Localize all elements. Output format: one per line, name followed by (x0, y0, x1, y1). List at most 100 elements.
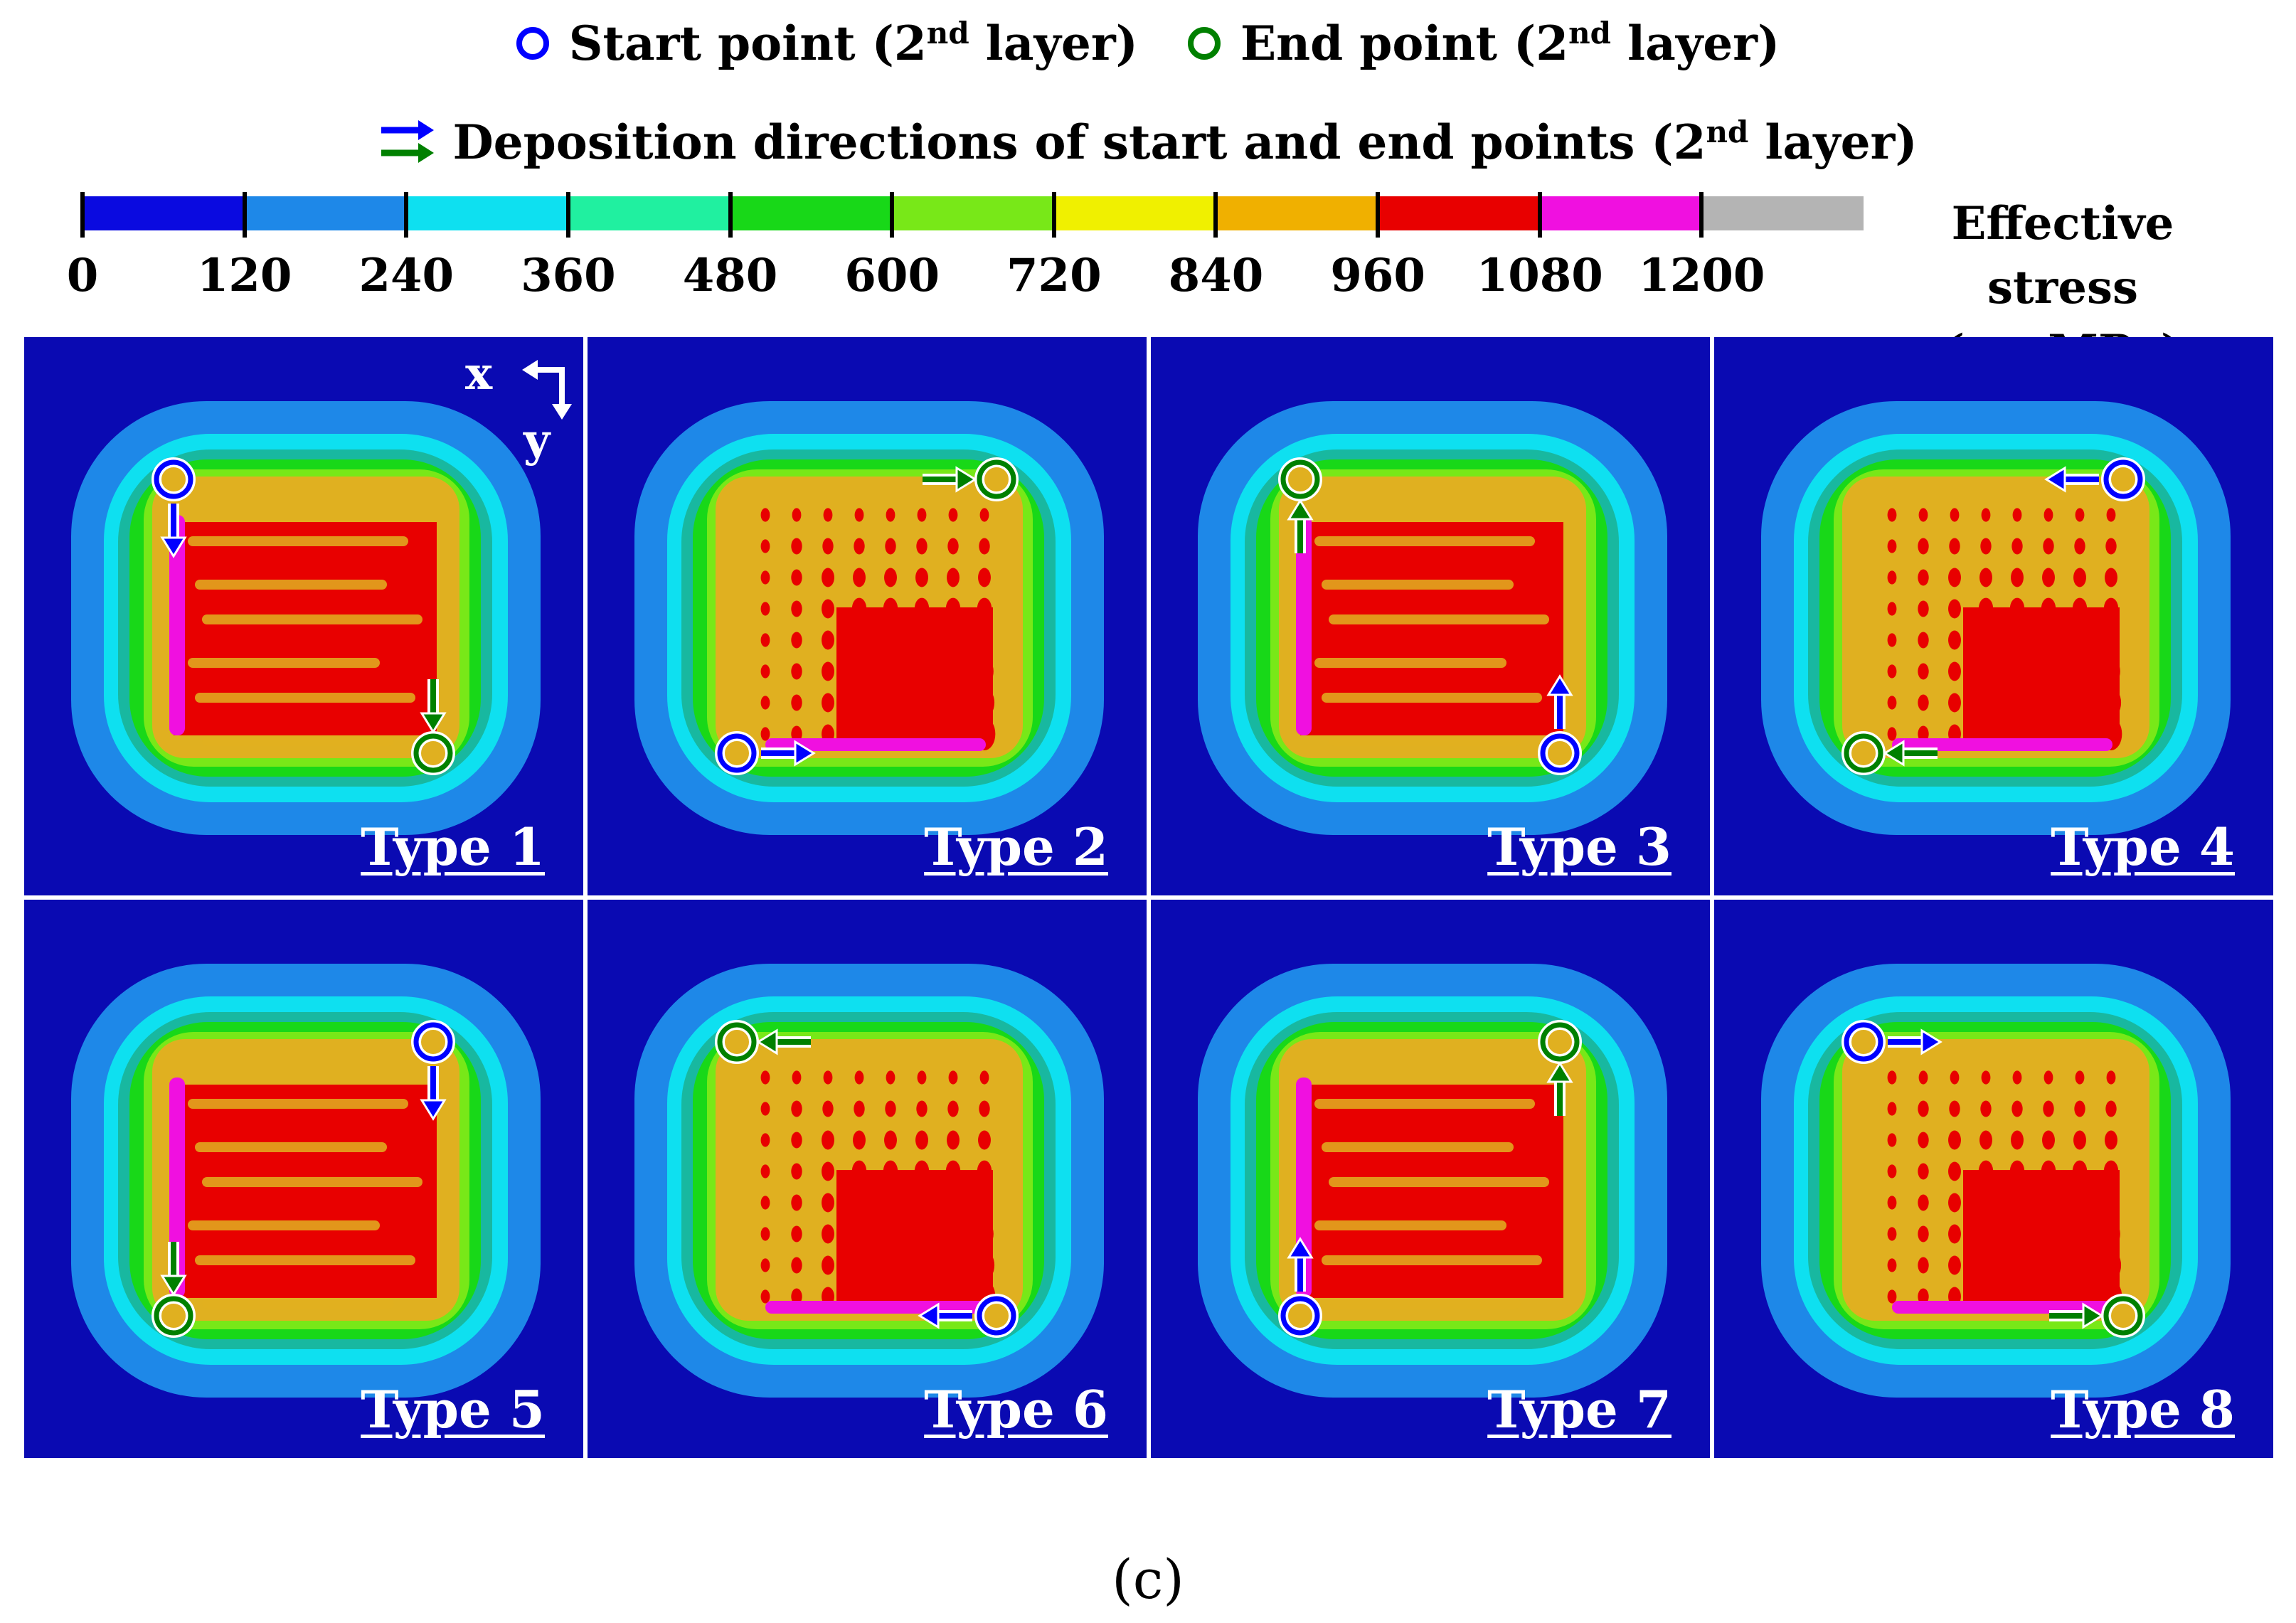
stress-dot (1887, 1227, 1897, 1241)
stress-streak (195, 580, 387, 590)
stress-dot (978, 568, 991, 587)
start-point-icon (977, 1296, 1016, 1336)
stress-dot (2011, 1100, 2023, 1117)
high-stress-region (1300, 522, 1563, 735)
stress-dot (2012, 1070, 2022, 1085)
stress-dot (2043, 538, 2054, 555)
stress-dot (2100, 687, 2122, 718)
colorbar-segment (568, 196, 730, 230)
stress-dot (1918, 569, 1929, 586)
stress-dot (853, 1130, 866, 1150)
stress-dot (913, 657, 931, 686)
colorbar-segment (730, 196, 893, 230)
stress-dot (915, 568, 928, 587)
stress-dot (1887, 539, 1897, 553)
stress-dot (791, 1225, 802, 1242)
stress-dot (2106, 508, 2116, 522)
start-point-icon (154, 459, 193, 499)
stress-panel: Type 5 (24, 900, 583, 1458)
stress-dot (2009, 1190, 2026, 1215)
stress-streak (1322, 1255, 1542, 1265)
stress-dot (884, 568, 897, 587)
stress-dot (913, 1220, 931, 1248)
panel-type-label: Type 3 (1487, 816, 1671, 877)
stress-dot (2043, 1070, 2053, 1085)
stress-dot (976, 627, 993, 653)
colorbar-segment (1216, 196, 1378, 230)
end-direction-arrow-head (420, 712, 447, 734)
stress-dot (1918, 1257, 1929, 1274)
start-direction-arrow-head (2044, 466, 2066, 493)
start-point-label: Start point (2nd layer) (568, 16, 1138, 71)
colorbar-tick-mark (1213, 192, 1218, 238)
stress-dot (1948, 1161, 1961, 1181)
stress-dot (1887, 1070, 1897, 1085)
stress-dot (1948, 568, 1961, 587)
stress-dot (853, 568, 866, 587)
end-direction-arrow-head (1287, 499, 1314, 521)
stress-dot (2039, 688, 2058, 717)
stress-streak (1322, 1142, 1514, 1152)
peak-stress-edge (1296, 515, 1312, 735)
high-stress-region (174, 1085, 437, 1298)
stress-streak (202, 736, 394, 746)
stress-dot (2043, 1100, 2054, 1117)
stress-dot (823, 1070, 833, 1085)
stress-dot (2009, 690, 2026, 715)
stress-dot (944, 657, 962, 686)
stress-dot (1918, 1132, 1929, 1149)
colorbar-segment (406, 196, 568, 230)
end-point-icon (977, 459, 1016, 499)
stress-dot (885, 1100, 896, 1117)
stress-dot (1918, 1288, 1929, 1305)
stress-dot (947, 1100, 959, 1117)
stress-dot (2072, 597, 2088, 620)
peak-stress-edge (169, 515, 185, 735)
stress-dot (822, 1130, 834, 1150)
stress-dot (1948, 661, 1961, 681)
stress-dot (945, 597, 961, 620)
stress-dot (760, 727, 770, 741)
stress-dot (979, 1100, 990, 1117)
stress-dot (822, 568, 834, 587)
colorbar-tick-mark (565, 192, 570, 238)
stress-dot (791, 600, 802, 617)
stress-dot (1949, 538, 1960, 555)
stress-dot (760, 1102, 770, 1116)
stress-dot (2071, 657, 2089, 686)
stress-dot (2071, 627, 2088, 653)
stress-dot (1918, 1163, 1929, 1180)
stress-dot (947, 568, 960, 587)
stress-dot (823, 508, 833, 522)
stress-streak (1329, 1299, 1521, 1309)
stress-dot (1918, 725, 1929, 743)
stress-dot (791, 569, 802, 586)
stress-dot (822, 630, 834, 650)
stress-dot (2074, 538, 2085, 555)
stress-dot (1918, 632, 1929, 649)
stress-dot (883, 597, 898, 620)
stress-dot (882, 1190, 899, 1215)
stress-dot (1948, 1193, 1961, 1213)
stress-dot (977, 1160, 992, 1183)
stress-dot (2100, 1250, 2122, 1281)
stress-dot (791, 1257, 802, 1274)
stress-dot (945, 1160, 961, 1183)
stress-dot (854, 508, 864, 522)
end-point-icon (413, 733, 453, 773)
stress-streak (195, 693, 415, 703)
stress-dot (2039, 657, 2058, 686)
stress-dot (822, 661, 834, 681)
stress-dot (2105, 538, 2117, 555)
stress-contour-map (1714, 900, 2273, 1458)
stress-dot (2009, 1221, 2026, 1247)
stress-dot (854, 1100, 865, 1117)
colorbar-segment (244, 196, 407, 230)
stress-dot (851, 1254, 867, 1277)
end-direction-arrow-head (160, 1275, 187, 1297)
colorbar-tick-label: 840 (1168, 249, 1264, 302)
stress-dot (760, 1289, 770, 1304)
colorbar-tick-mark (1051, 192, 1056, 238)
colorbar-tick-label: 1200 (1638, 249, 1765, 302)
stress-dot (791, 538, 802, 555)
